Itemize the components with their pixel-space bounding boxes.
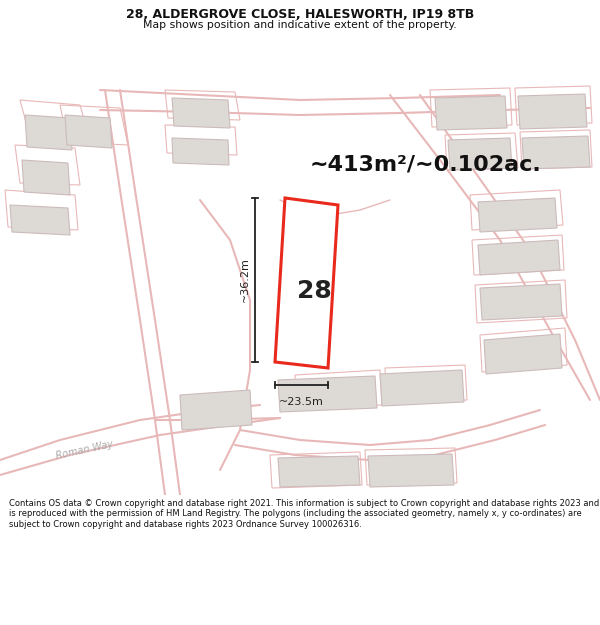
Polygon shape	[172, 138, 229, 165]
Polygon shape	[478, 198, 557, 232]
Text: ~23.5m: ~23.5m	[279, 397, 324, 407]
Polygon shape	[278, 376, 377, 412]
Polygon shape	[478, 240, 560, 275]
Text: ~36.2m: ~36.2m	[240, 258, 250, 302]
Text: 28, ALDERGROVE CLOSE, HALESWORTH, IP19 8TB: 28, ALDERGROVE CLOSE, HALESWORTH, IP19 8…	[126, 8, 474, 21]
Polygon shape	[484, 334, 562, 374]
Text: Roman Way: Roman Way	[55, 439, 114, 461]
Text: ~413m²/~0.102ac.: ~413m²/~0.102ac.	[310, 155, 542, 175]
Polygon shape	[522, 136, 590, 169]
Text: 28: 28	[297, 279, 332, 303]
Polygon shape	[480, 284, 562, 320]
Polygon shape	[368, 454, 454, 487]
Polygon shape	[10, 205, 70, 235]
Polygon shape	[65, 115, 112, 148]
Polygon shape	[22, 160, 70, 195]
Text: Contains OS data © Crown copyright and database right 2021. This information is : Contains OS data © Crown copyright and d…	[9, 499, 599, 529]
Polygon shape	[25, 115, 72, 150]
Polygon shape	[278, 456, 360, 487]
Polygon shape	[380, 370, 464, 406]
Polygon shape	[172, 98, 230, 128]
Text: Map shows position and indicative extent of the property.: Map shows position and indicative extent…	[143, 20, 457, 30]
Polygon shape	[435, 96, 507, 130]
Polygon shape	[518, 94, 587, 129]
Polygon shape	[275, 198, 338, 368]
Polygon shape	[448, 138, 512, 170]
Polygon shape	[180, 390, 252, 430]
